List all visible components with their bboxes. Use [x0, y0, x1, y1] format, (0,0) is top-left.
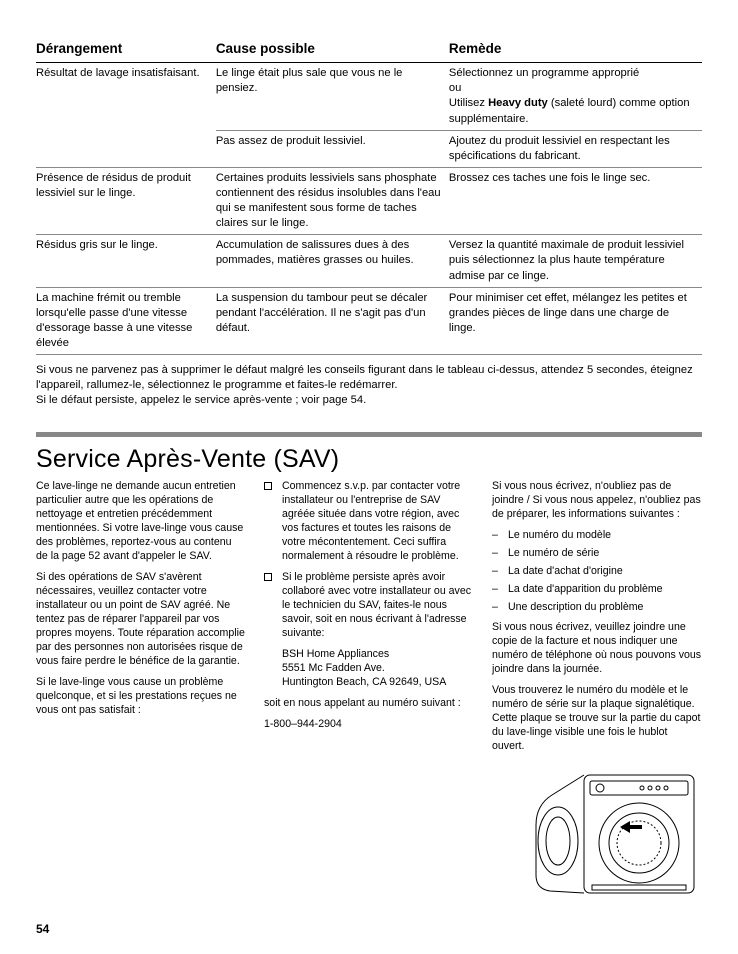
list-item: –Une description du problème: [492, 601, 702, 615]
bullet-item: Commencez s.v.p. par contacter votre ins…: [264, 480, 474, 564]
cell-remede: Sélectionnez un programme appropriéouUti…: [449, 63, 702, 130]
list-text: La date d'apparition du problème: [508, 583, 663, 597]
sav-columns: Ce lave-linge ne demande aucun entretien…: [36, 480, 702, 903]
table-row: Résultat de lavage insatisfaisant. Le li…: [36, 63, 702, 130]
list-item: –La date d'apparition du problème: [492, 583, 702, 597]
list-text: Le numéro du modèle: [508, 529, 611, 543]
section-divider: [36, 432, 702, 437]
troubleshooting-table: Dérangement Cause possible Remède Résult…: [36, 36, 702, 355]
cell-cause: La suspension du tambour peut se décaler…: [216, 287, 449, 354]
sav-p: soit en nous appelant au numéro suivant …: [264, 697, 474, 711]
dash-icon: –: [492, 547, 500, 561]
cell-cause: Accumulation de salissures dues à des po…: [216, 235, 449, 287]
cell-remede: Ajoutez du produit lessiviel en respecta…: [449, 130, 702, 167]
list-text: Une description du problème: [508, 601, 643, 615]
cell-cause: Certaines produits lessiviels sans phosp…: [216, 167, 449, 234]
footnote-text: Si vous ne parvenez pas à supprimer le d…: [36, 364, 693, 406]
table-row: Résidus gris sur le linge. Accumulation …: [36, 235, 702, 287]
sav-p: Si le lave-linge vous cause un problème …: [36, 676, 246, 718]
table-row: La machine frémit ou tremble lorsqu'elle…: [36, 287, 702, 354]
dash-icon: –: [492, 601, 500, 615]
cell-derangement: La machine frémit ou tremble lorsqu'elle…: [36, 287, 216, 354]
address-line: BSH Home Appliances: [282, 648, 474, 662]
list-text: La date d'achat d'origine: [508, 565, 623, 579]
document-page: Dérangement Cause possible Remède Résult…: [0, 0, 738, 954]
sav-p: Si vous nous écrivez, veuillez joindre u…: [492, 621, 702, 677]
sav-col-3: Si vous nous écrivez, n'oubliez pas de j…: [492, 480, 702, 903]
col-header-remede: Remède: [449, 36, 702, 63]
list-text: Le numéro de série: [508, 547, 599, 561]
sav-col-2: Commencez s.v.p. par contacter votre ins…: [264, 480, 474, 903]
page-number: 54: [36, 922, 49, 936]
sav-heading: Service Après-Vente (SAV): [36, 445, 702, 474]
cell-remede: Versez la quantité maximale de produit l…: [449, 235, 702, 287]
square-bullet-icon: [264, 482, 272, 490]
cell-derangement: Résultat de lavage insatisfaisant.: [36, 63, 216, 168]
phone-number: 1-800–944-2904: [264, 718, 474, 732]
dash-icon: –: [492, 529, 500, 543]
address-block: BSH Home Appliances 5551 Mc Fadden Ave. …: [282, 648, 474, 690]
col-header-cause: Cause possible: [216, 36, 449, 63]
sav-col-1: Ce lave-linge ne demande aucun entretien…: [36, 480, 246, 903]
cell-cause: Le linge était plus sale que vous ne le …: [216, 63, 449, 130]
square-bullet-icon: [264, 573, 272, 581]
cell-derangement: Résidus gris sur le linge.: [36, 235, 216, 287]
bullet-text: Si le problème persiste après avoir coll…: [282, 571, 474, 641]
table-footnote: Si vous ne parvenez pas à supprimer le d…: [36, 363, 702, 408]
dash-icon: –: [492, 565, 500, 579]
cell-remede: Pour minimiser cet effet, mélangez les p…: [449, 287, 702, 354]
washer-illustration: [492, 769, 702, 899]
bullet-item: Si le problème persiste après avoir coll…: [264, 571, 474, 641]
list-item: –La date d'achat d'origine: [492, 565, 702, 579]
bullet-text: Commencez s.v.p. par contacter votre ins…: [282, 480, 474, 564]
cell-cause: Pas assez de produit lessiviel.: [216, 130, 449, 167]
col-header-derangement: Dérangement: [36, 36, 216, 63]
sav-p: Ce lave-linge ne demande aucun entretien…: [36, 480, 246, 564]
table-row: Présence de résidus de produit lessiviel…: [36, 167, 702, 234]
sav-p: Si des opérations de SAV s'avèrent néces…: [36, 571, 246, 669]
address-line: 5551 Mc Fadden Ave.: [282, 662, 474, 676]
table-header-row: Dérangement Cause possible Remède: [36, 36, 702, 63]
list-item: –Le numéro de série: [492, 547, 702, 561]
cell-derangement: Présence de résidus de produit lessiviel…: [36, 167, 216, 234]
dash-list: –Le numéro du modèle –Le numéro de série…: [492, 529, 702, 615]
sav-p: Si vous nous écrivez, n'oubliez pas de j…: [492, 480, 702, 522]
address-line: Huntington Beach, CA 92649, USA: [282, 676, 474, 690]
sav-p: Vous trouverez le numéro du modèle et le…: [492, 684, 702, 754]
cell-remede: Brossez ces taches une fois le linge sec…: [449, 167, 702, 234]
dash-icon: –: [492, 583, 500, 597]
list-item: –Le numéro du modèle: [492, 529, 702, 543]
